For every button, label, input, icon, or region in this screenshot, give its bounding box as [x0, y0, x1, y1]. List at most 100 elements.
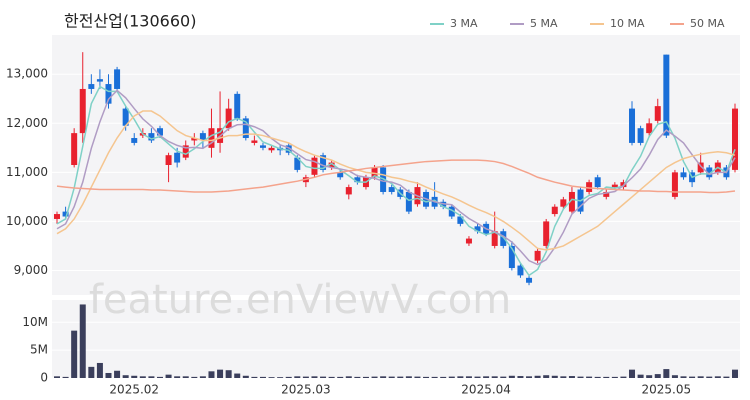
volume-bar — [423, 376, 430, 378]
volume-bar — [191, 376, 198, 378]
candle-body — [285, 145, 292, 153]
volume-bar — [96, 362, 103, 378]
volume-plot-bg — [52, 300, 740, 378]
candle-body — [380, 167, 387, 192]
volume-bar — [654, 374, 661, 378]
candle-body — [268, 147, 275, 151]
watermark: feature.enViewV.com — [89, 277, 511, 323]
y-tick-label: 0 — [40, 371, 48, 385]
candle-body — [448, 206, 455, 217]
volume-bar — [311, 376, 318, 378]
volume-bar — [637, 374, 644, 378]
candle-body — [259, 145, 266, 148]
volume-bar — [414, 376, 421, 378]
candle-body — [122, 108, 129, 126]
x-tick-label: 2025.03 — [281, 383, 331, 397]
volume-bar — [689, 376, 696, 378]
volume-bar — [440, 376, 447, 378]
candle-body — [405, 191, 412, 212]
volume-bar — [337, 376, 344, 378]
volume-bar — [543, 375, 550, 378]
candle-body — [586, 182, 593, 192]
volume-bar — [105, 372, 112, 378]
y-tick-label: 13,000 — [6, 67, 48, 81]
candle-body — [71, 133, 78, 165]
volume-bar — [328, 376, 335, 378]
volume-bar — [560, 376, 567, 378]
volume-bar — [71, 330, 78, 378]
volume-bar — [646, 375, 653, 378]
candle-body — [517, 265, 524, 276]
volume-bar — [122, 375, 129, 378]
candle-body — [594, 177, 601, 188]
candle-body — [148, 133, 155, 141]
volume-bar — [251, 376, 258, 378]
candle-body — [182, 145, 189, 158]
volume-bar — [388, 376, 395, 378]
candle-body — [568, 191, 575, 212]
volume-bar — [465, 376, 472, 378]
candle-body — [156, 128, 163, 136]
candle-body — [663, 54, 670, 136]
volume-bar — [156, 376, 163, 378]
volume-bar — [491, 376, 498, 378]
candle-body — [320, 155, 327, 170]
candle-body — [680, 172, 687, 178]
volume-bar — [500, 376, 507, 378]
y-tick-label: 10,000 — [6, 214, 48, 228]
y-tick-label: 11,000 — [6, 165, 48, 179]
candle-body — [654, 106, 661, 121]
volume-bar — [586, 376, 593, 378]
volume-bar — [199, 376, 206, 378]
volume-bar — [706, 376, 713, 378]
candle-body — [551, 206, 558, 215]
candle-body — [697, 162, 704, 173]
candle-body — [491, 231, 498, 246]
candle-body — [508, 245, 515, 269]
volume-bar — [534, 375, 541, 378]
candle-body — [131, 138, 138, 143]
candle-body — [337, 172, 344, 178]
volume-bar — [259, 376, 266, 378]
candle-body — [671, 172, 678, 197]
ma-line — [56, 110, 736, 251]
ma-line — [56, 89, 736, 266]
volume-bar — [242, 375, 249, 378]
volume-bar — [148, 376, 155, 378]
candle-body — [371, 167, 378, 178]
candle-body — [114, 69, 121, 89]
candle-body — [526, 277, 533, 283]
x-tick-label: 2025.02 — [109, 383, 159, 397]
candle-body — [388, 187, 395, 192]
y-tick-label: 10M — [22, 315, 48, 329]
volume-bar — [448, 376, 455, 378]
candle-body — [560, 199, 567, 207]
volume-bar — [277, 377, 284, 378]
y-tick-label: 5M — [30, 343, 48, 357]
volume-bar — [62, 376, 69, 378]
candle-body — [474, 226, 481, 232]
volume-bar — [54, 376, 60, 378]
candle-body — [706, 167, 713, 178]
volume-bar — [88, 366, 95, 378]
x-tick-label: 2025.05 — [642, 383, 692, 397]
candle-body — [242, 118, 249, 139]
volume-bar — [114, 370, 121, 378]
volume-bar — [508, 375, 515, 378]
candle-body — [294, 157, 301, 170]
volume-bar — [723, 376, 730, 378]
legend-label: 10 MA — [610, 17, 645, 30]
volume-bar — [474, 376, 481, 378]
volume-bar — [234, 373, 241, 378]
candle-body — [646, 123, 653, 134]
volume-bar — [431, 376, 438, 378]
candle-body — [543, 221, 550, 246]
volume-bar — [182, 376, 189, 378]
candle-body — [174, 152, 181, 163]
volume-bar — [603, 376, 610, 378]
volume-bar — [714, 376, 721, 378]
volume-bar — [577, 376, 584, 378]
volume-bar — [671, 375, 678, 378]
x-tick-label: 2025.04 — [461, 383, 511, 397]
